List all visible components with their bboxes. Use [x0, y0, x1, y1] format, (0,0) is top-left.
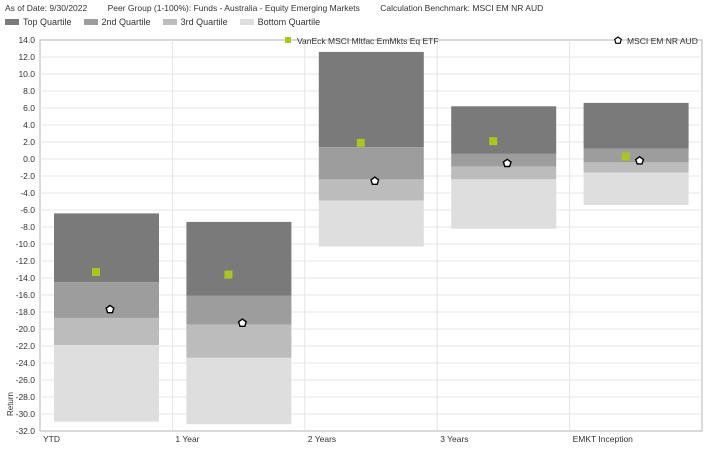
- second-quartile-box: [186, 295, 292, 325]
- x-tick-label: 3 Years: [440, 434, 468, 444]
- y-tick-label: 2.0: [23, 137, 35, 147]
- benchmark-marker: [105, 304, 115, 314]
- x-tick-label: 2 Years: [308, 434, 336, 444]
- x-tick-label: 1 Year: [175, 434, 199, 444]
- y-tick-label: -6.0: [20, 205, 35, 215]
- y-tick-label: -8.0: [20, 222, 35, 232]
- y-tick-label: 0.0: [23, 154, 35, 164]
- third-quartile-box: [318, 179, 424, 201]
- y-tick-label: -20.0: [16, 324, 36, 334]
- top-quartile-label: Top Quartile: [23, 17, 72, 27]
- y-tick-label: -4.0: [20, 188, 35, 198]
- top-quartile-box: [186, 221, 292, 296]
- bottom-quartile-box: [318, 200, 424, 247]
- top-quartile-box: [318, 51, 424, 148]
- y-tick-label: -18.0: [16, 307, 36, 317]
- benchmark-marker: [634, 155, 645, 165]
- fund-marker: [489, 137, 498, 146]
- peer-group: Peer Group (1-100%): Funds - Australia -…: [107, 3, 360, 13]
- y-tick-label: -12.0: [16, 256, 36, 266]
- bottom-quartile-label: Bottom Quartile: [257, 17, 321, 27]
- y-tick-label: -16.0: [16, 290, 36, 300]
- top-quartile-swatch: [5, 19, 19, 25]
- fund-marker: [92, 268, 100, 277]
- 2nd-quartile-label: 2nd Quartile: [101, 17, 151, 27]
- report-header: As of Date: 9/30/2022 Peer Group (1-100%…: [5, 3, 561, 13]
- y-tick-label: -32.0: [16, 426, 36, 436]
- third-quartile-box: [186, 324, 292, 358]
- top-quartile-box: [451, 106, 557, 154]
- y-tick-label: -14.0: [16, 273, 36, 283]
- fund-marker: [356, 138, 365, 147]
- calculation-benchmark: Calculation Benchmark: MSCI EM NR AUD: [380, 3, 544, 13]
- y-tick-label: -30.0: [16, 409, 36, 419]
- bottom-quartile-box: [583, 172, 689, 205]
- third-quartile-box: [451, 166, 557, 180]
- benchmark-marker: [502, 158, 512, 168]
- y-tick-label: 4.0: [23, 120, 35, 130]
- top-quartile-box: [583, 102, 689, 149]
- 2nd-quartile-swatch: [83, 19, 98, 25]
- third-quartile-box: [583, 162, 689, 173]
- y-tick-label: -22.0: [16, 341, 36, 351]
- x-tick-label: YTD: [43, 434, 60, 444]
- as-of-date: As of Date: 9/30/2022: [5, 3, 88, 13]
- y-tick-label: 10.0: [18, 69, 35, 79]
- second-quartile-box: [318, 147, 424, 180]
- third-quartile-box: [54, 317, 159, 346]
- y-tick-label: 8.0: [23, 86, 35, 96]
- legend-benchmark-label: MSCI EM NR AUD: [627, 36, 698, 46]
- legend-3rd-quartile: 3rd Quartile: [162, 17, 228, 27]
- y-tick-label: -10.0: [16, 239, 36, 249]
- fund-marker: [621, 152, 630, 161]
- bottom-quartile-box: [451, 179, 557, 229]
- y-axis-title: Return: [6, 392, 15, 416]
- 3rd-quartile-label: 3rd Quartile: [180, 17, 228, 27]
- benchmark-marker: [370, 176, 380, 186]
- x-tick-label: EMKT Inception: [573, 434, 634, 444]
- top-quartile-box: [54, 213, 159, 283]
- legend-fund-label: VanEck MSCI Mltfac EmMkts Eq ETF: [297, 36, 439, 46]
- legend-top-quartile: Top Quartile: [5, 17, 72, 27]
- y-tick-label: -28.0: [16, 392, 36, 402]
- legend-2nd-quartile: 2nd Quartile: [83, 17, 151, 27]
- y-tick-label: -24.0: [16, 358, 36, 368]
- second-quartile-box: [451, 153, 557, 167]
- y-tick-label: -2.0: [20, 171, 35, 181]
- bottom-quartile-box: [54, 345, 159, 422]
- legend-fund-marker: [285, 37, 291, 43]
- legend-bottom-quartile: Bottom Quartile: [239, 17, 321, 27]
- y-tick-label: 12.0: [18, 52, 35, 62]
- second-quartile-box: [583, 148, 689, 163]
- 3rd-quartile-swatch: [162, 19, 177, 25]
- fund-marker: [224, 270, 233, 279]
- y-tick-label: 14.0: [18, 35, 35, 45]
- benchmark-marker: [237, 318, 248, 327]
- bottom-quartile-box: [186, 357, 292, 425]
- quartile-legend: Top Quartile 2nd Quartile 3rd Quartile B…: [5, 17, 332, 27]
- bottom-quartile-swatch: [239, 19, 254, 25]
- second-quartile-box: [54, 282, 159, 318]
- y-tick-label: -26.0: [16, 375, 36, 385]
- legend-benchmark-marker: [614, 36, 622, 44]
- y-tick-label: 6.0: [23, 103, 35, 113]
